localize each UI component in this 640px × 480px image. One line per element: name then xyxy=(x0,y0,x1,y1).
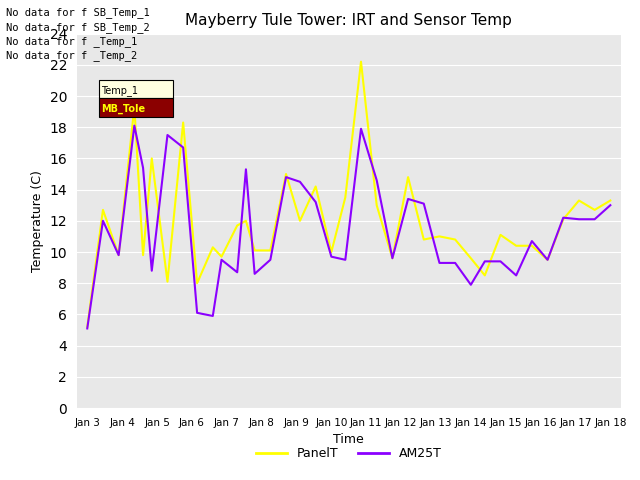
Text: No data for f SB_Temp_2: No data for f SB_Temp_2 xyxy=(6,22,150,33)
Text: MB_Tole: MB_Tole xyxy=(101,103,145,114)
Title: Mayberry Tule Tower: IRT and Sensor Temp: Mayberry Tule Tower: IRT and Sensor Temp xyxy=(186,13,512,28)
Text: No data for f _Temp_2: No data for f _Temp_2 xyxy=(6,50,138,61)
Text: No data for f SB_Temp_1: No data for f SB_Temp_1 xyxy=(6,7,150,18)
Y-axis label: Temperature (C): Temperature (C) xyxy=(31,170,44,272)
Text: Temp_1: Temp_1 xyxy=(101,85,138,96)
X-axis label: Time: Time xyxy=(333,433,364,446)
Legend: PanelT, AM25T: PanelT, AM25T xyxy=(251,443,447,466)
Text: No data for f _Temp_1: No data for f _Temp_1 xyxy=(6,36,138,47)
